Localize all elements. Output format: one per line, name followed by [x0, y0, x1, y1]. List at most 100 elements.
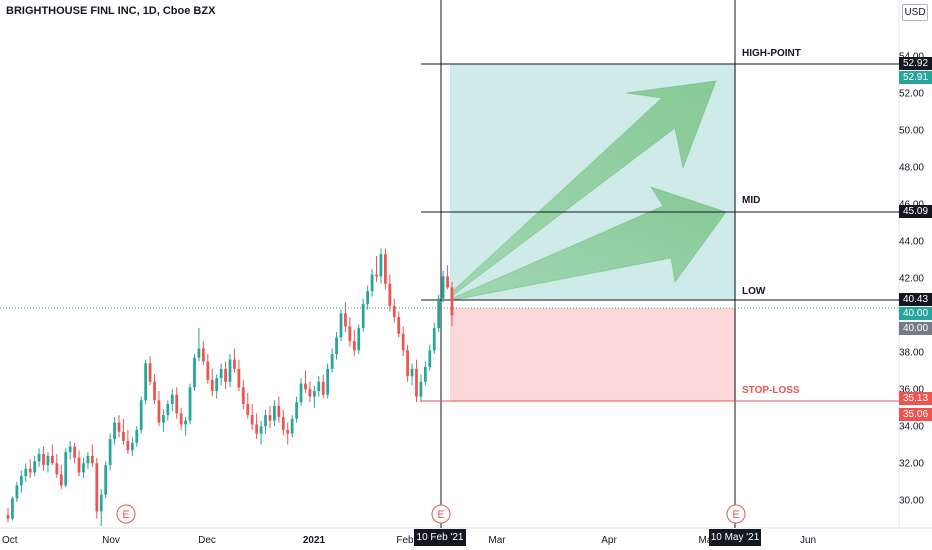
- candle: [153, 374, 156, 405]
- candle: [366, 285, 370, 310]
- candle: [73, 442, 76, 464]
- candle: [157, 391, 161, 427]
- y-tick-label: 48.00: [899, 163, 924, 174]
- candle: [406, 344, 409, 382]
- candle: [295, 396, 298, 423]
- candle: [357, 324, 361, 355]
- start-date-tag: 10 Feb '21: [414, 529, 466, 546]
- earnings-marker-feb[interactable]: E: [431, 504, 451, 524]
- candle: [259, 420, 263, 445]
- candle: [104, 461, 108, 499]
- earnings-marker-nov[interactable]: E: [116, 504, 136, 524]
- candle: [175, 387, 179, 419]
- y-tick-label: 36.00: [899, 385, 924, 396]
- x-tick-label: Apr: [601, 535, 617, 546]
- candle: [82, 457, 85, 479]
- candle: [317, 376, 321, 397]
- candle: [379, 248, 383, 284]
- y-tick-label: 42.00: [899, 274, 924, 285]
- candle: [55, 453, 59, 479]
- y-tick-label: 52.00: [899, 89, 924, 100]
- x-tick-label: Jun: [800, 535, 816, 546]
- candle: [397, 311, 401, 338]
- candle: [273, 400, 276, 427]
- chart-title: BRIGHTHOUSE FINL INC, 1D, Cboe BZX: [6, 5, 216, 17]
- candle: [437, 294, 441, 332]
- candle: [401, 326, 405, 356]
- x-tick-label: Dec: [198, 535, 216, 546]
- stop-line-price-tag: 35.13: [899, 392, 932, 405]
- last-price-tag: 40.00: [899, 307, 932, 320]
- candle: [281, 409, 285, 436]
- currency-button[interactable]: USD: [902, 4, 928, 21]
- candle: [59, 465, 63, 490]
- mid-label: MID: [742, 195, 761, 206]
- candle: [299, 378, 303, 406]
- candlestick-series: [6, 248, 454, 527]
- candle: [384, 248, 387, 290]
- candle: [162, 409, 165, 432]
- candle: [19, 470, 23, 493]
- candle: [312, 385, 316, 408]
- candle: [228, 354, 232, 388]
- candle: [388, 274, 392, 312]
- candle: [6, 507, 10, 523]
- candle: [428, 344, 432, 371]
- candle: [237, 359, 241, 392]
- stop-bid-price-tag: 35.06: [899, 408, 932, 421]
- candle: [419, 374, 423, 403]
- earnings-marker-may[interactable]: E: [726, 504, 746, 524]
- x-tick-label: Oct: [2, 535, 18, 546]
- stop-loss-label: STOP-LOSS: [742, 385, 800, 396]
- candle: [308, 381, 312, 403]
- candle: [68, 441, 72, 460]
- candle: [423, 361, 427, 386]
- candle: [370, 268, 374, 297]
- candle: [268, 405, 272, 429]
- candle: [446, 265, 449, 290]
- candle: [11, 496, 14, 521]
- candle: [264, 409, 267, 434]
- y-tick-label: 38.00: [899, 348, 924, 359]
- candle: [352, 329, 356, 356]
- candle: [37, 448, 41, 467]
- candle: [410, 363, 414, 386]
- x-axis-ticks: Oct Nov Dec 2021 Feb Mar Apr May Jun: [2, 535, 816, 546]
- candle: [42, 446, 45, 471]
- candle: [246, 392, 250, 419]
- candle: [117, 415, 121, 438]
- y-tick-label: 44.00: [899, 237, 924, 248]
- candle: [64, 448, 68, 488]
- candle: [330, 348, 334, 373]
- candle: [113, 416, 116, 445]
- upper-arrow: [451, 80, 717, 298]
- candle: [206, 354, 210, 384]
- earnings-marker-label: E: [732, 509, 739, 521]
- candle: [241, 379, 245, 410]
- candle: [197, 328, 201, 362]
- candle: [339, 309, 343, 342]
- candle: [277, 396, 281, 423]
- x-tick-label: 2021: [303, 535, 326, 546]
- candle: [321, 374, 325, 399]
- high-line-price-tag: 52.92: [899, 57, 932, 70]
- candle: [326, 363, 330, 399]
- candle: [144, 359, 148, 405]
- candle: [201, 341, 205, 366]
- price-axis[interactable]: [899, 0, 932, 528]
- candle: [219, 363, 223, 386]
- x-tick-label: Mar: [488, 535, 506, 546]
- candle: [24, 463, 28, 482]
- candle: [95, 457, 99, 519]
- low-line-price-tag: 40.43: [899, 293, 932, 306]
- candle: [108, 433, 112, 471]
- stop-zone[interactable]: [450, 308, 736, 401]
- candle: [77, 450, 81, 477]
- candle: [139, 396, 143, 434]
- candle: [188, 383, 192, 425]
- end-date-tag: 10 May '21: [709, 529, 761, 546]
- candle: [148, 355, 152, 386]
- y-tick-label: 30.00: [899, 496, 924, 507]
- candle: [28, 459, 32, 479]
